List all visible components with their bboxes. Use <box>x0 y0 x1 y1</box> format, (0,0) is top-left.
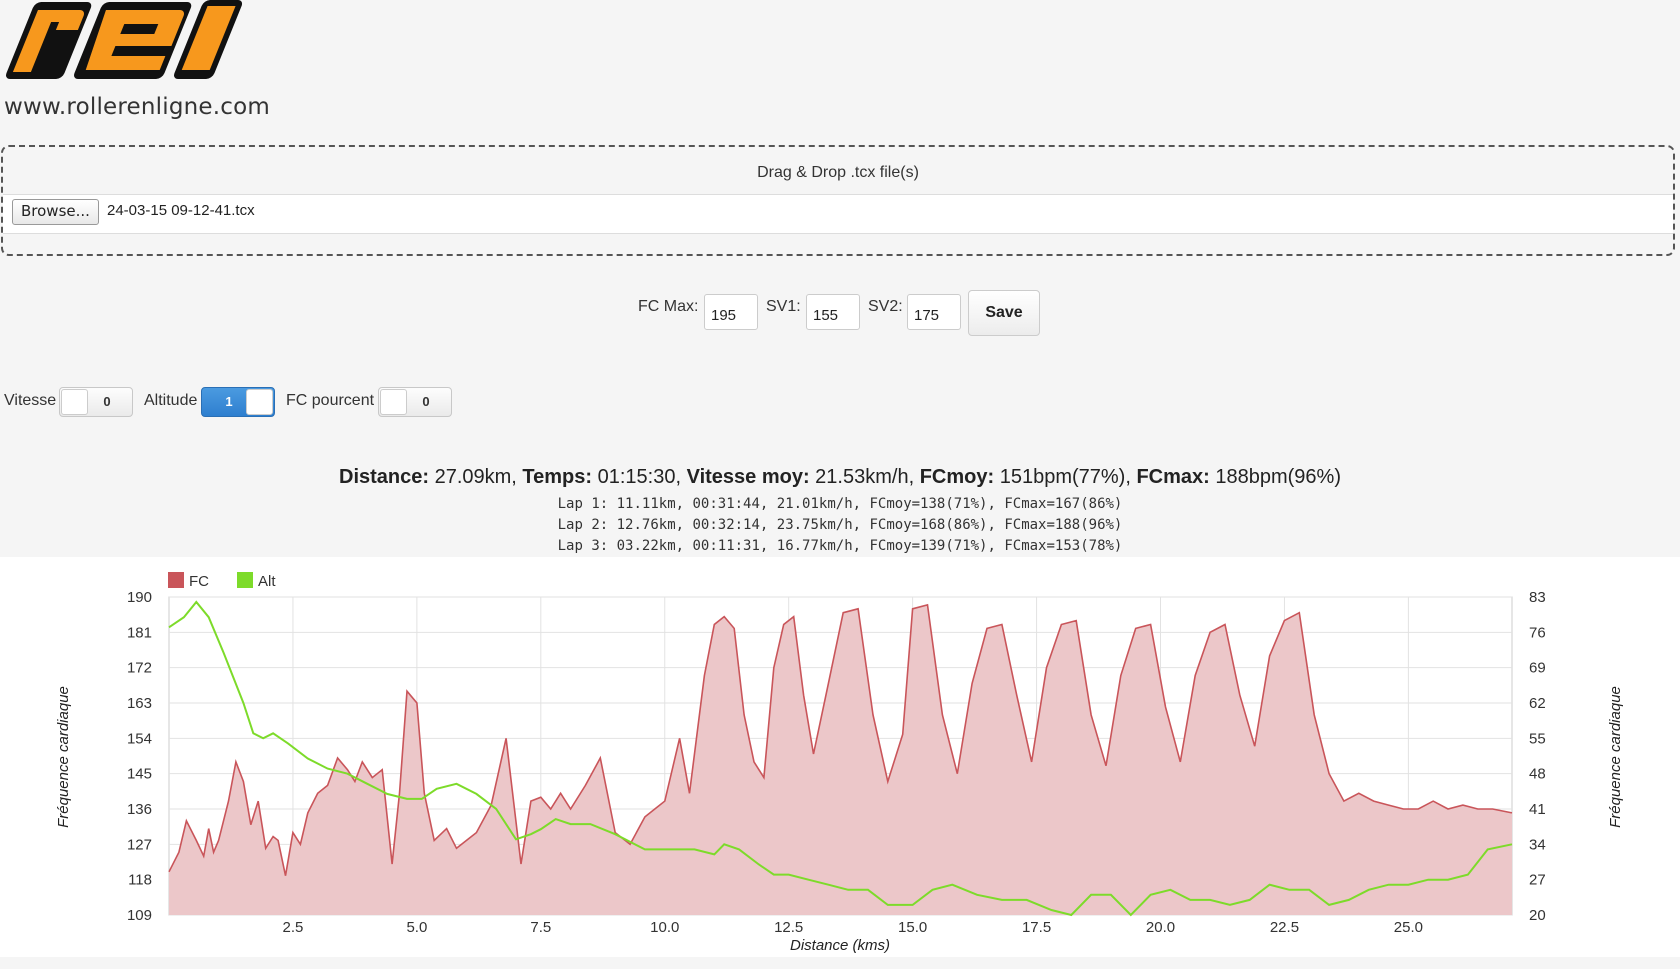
fcmoy-label: FCmoy: <box>919 466 995 488</box>
x-tick-label: 15.0 <box>898 919 927 936</box>
x-tick-label: 10.0 <box>650 919 679 936</box>
y2-tick-label: 34 <box>1529 836 1546 853</box>
y-tick-label: 136 <box>127 801 152 818</box>
fcmax-input[interactable]: 195 <box>704 294 758 330</box>
lap-row: Lap 1: 11.11km, 00:31:44, 21.01km/h, FCm… <box>557 496 1123 512</box>
fcmax-summary-label: FCmax: <box>1136 466 1210 488</box>
x-tick-label: 25.0 <box>1394 919 1423 936</box>
site-url[interactable]: www.rollerenligne.com <box>4 94 271 120</box>
fcmoy-value: 151bpm(77%), <box>994 466 1137 488</box>
sv2-input[interactable]: 175 <box>907 294 961 330</box>
y2-tick-label: 62 <box>1529 695 1546 712</box>
y2-tick-label: 41 <box>1529 801 1546 818</box>
y-tick-label: 127 <box>127 836 152 853</box>
x-tick-label: 20.0 <box>1146 919 1175 936</box>
vitesse-value: 21.53km/h, <box>809 466 920 488</box>
legend-alt-label[interactable]: Alt <box>258 573 276 590</box>
sv1-input[interactable]: 155 <box>806 294 860 330</box>
x-axis-ticks: 2.5 5.0 7.5 10.0 12.5 15.0 17.5 20.0 22.5 25.0 <box>283 919 1423 936</box>
y-tick-label: 109 <box>127 907 152 924</box>
lap-row: Lap 2: 12.76km, 00:32:14, 23.75km/h, FCm… <box>557 517 1123 533</box>
session-summary: Distance: 27.09km, Temps: 01:15:30, Vite… <box>0 466 1680 489</box>
x-axis-label: Distance (kms) <box>790 937 890 954</box>
fcmax-summary-value: 188bpm(96%) <box>1209 466 1341 488</box>
save-button[interactable]: Save <box>968 290 1040 336</box>
x-tick-label: 12.5 <box>774 919 803 936</box>
toggle-value: 1 <box>225 394 233 409</box>
y2-tick-label: 20 <box>1529 907 1546 924</box>
legend-fc-swatch[interactable] <box>168 572 184 588</box>
y2-tick-label: 27 <box>1529 872 1546 889</box>
y2-tick-label: 55 <box>1529 730 1546 747</box>
toggle-altitude[interactable]: 1 <box>201 387 275 417</box>
browse-button[interactable]: Browse... <box>12 199 99 225</box>
y-axis-label: Fréquence cardiaque <box>55 686 72 828</box>
y-tick-label: 181 <box>127 624 152 641</box>
y2-axis-ticks: 83 76 69 62 55 48 41 34 27 20 <box>1529 589 1546 924</box>
fc-area <box>169 604 1512 915</box>
toggle-fc-pourcent[interactable]: 0 <box>378 387 452 417</box>
heart-rate-chart[interactable]: 190 181 172 163 154 145 136 127 118 109 83 76 69 62 5… <box>0 557 1680 957</box>
toggle-vitesse[interactable]: 0 <box>59 387 133 417</box>
sv1-label: SV1: <box>766 298 801 315</box>
y-tick-label: 118 <box>128 872 152 889</box>
selected-file-name: 24-03-15 09-12-41.tcx <box>107 202 255 219</box>
temps-label: Temps: <box>522 466 593 488</box>
sv2-label: SV2: <box>868 298 903 315</box>
temps-value: 01:15:30, <box>592 466 687 488</box>
heart-rate-form: FC Max: 195 SV1: 155 SV2: 175 Save <box>0 290 1680 338</box>
toggle-value: 0 <box>422 394 430 409</box>
chart-svg[interactable]: 190 181 172 163 154 145 136 127 118 109 83 76 69 62 5… <box>0 557 1680 957</box>
lap-row: Lap 3: 03.22km, 00:11:31, 16.77km/h, FCm… <box>557 538 1123 554</box>
y-tick-label: 145 <box>127 766 152 783</box>
y2-axis-label: Fréquence cardiaque <box>1607 686 1624 828</box>
toggle-label-fc-pourcent: FC pourcent <box>286 392 375 409</box>
vitesse-label: Vitesse moy: <box>686 466 810 488</box>
legend-fc-label[interactable]: FC <box>189 573 209 590</box>
x-tick-label: 5.0 <box>406 919 427 936</box>
legend-alt-swatch[interactable] <box>237 572 253 588</box>
y2-tick-label: 83 <box>1529 589 1546 606</box>
distance-label: Distance: <box>339 466 430 488</box>
toggle-label-altitude: Altitude <box>144 392 198 409</box>
file-input-row <box>3 194 1673 234</box>
toggle-knob <box>246 389 273 415</box>
distance-value: 27.09km, <box>429 466 523 488</box>
toggle-value: 0 <box>103 394 111 409</box>
y-axis-ticks: 190 181 172 163 154 145 136 127 118 109 <box>127 589 152 924</box>
fc-line <box>168 603 1513 876</box>
y2-tick-label: 69 <box>1529 660 1546 677</box>
y-tick-label: 154 <box>127 730 152 747</box>
logo-text: rel <box>0 0 2 1</box>
dropzone-title: Drag & Drop .tcx file(s) <box>757 164 919 181</box>
x-tick-label: 7.5 <box>530 919 551 936</box>
file-dropzone[interactable]: Drag & Drop .tcx file(s) Browse... 24-03… <box>1 145 1675 256</box>
y-tick-label: 172 <box>127 660 152 677</box>
y2-tick-label: 48 <box>1529 766 1546 783</box>
rel-logo: rel <box>0 0 243 79</box>
toggle-label-vitesse: Vitesse <box>4 392 57 409</box>
y-tick-label: 163 <box>127 695 152 712</box>
x-tick-label: 22.5 <box>1270 919 1299 936</box>
x-tick-label: 2.5 <box>283 919 304 936</box>
toggle-knob <box>380 389 407 415</box>
alt-line <box>168 600 1513 917</box>
fcmax-label: FC Max: <box>638 298 699 315</box>
toggle-knob <box>61 389 88 415</box>
x-tick-label: 17.5 <box>1022 919 1051 936</box>
y-tick-label: 190 <box>127 589 152 606</box>
y2-tick-label: 76 <box>1529 624 1546 641</box>
